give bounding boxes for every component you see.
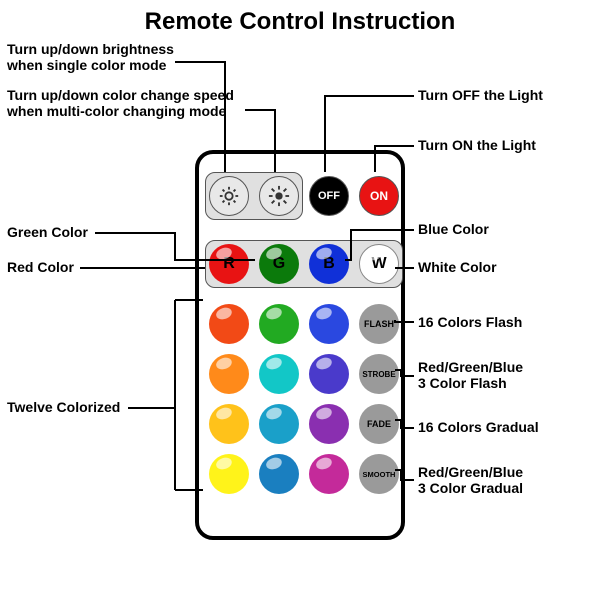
brightness-up-button[interactable] [259,176,299,216]
color-button[interactable] [259,304,299,344]
label-on: Turn ON the Light [418,138,536,154]
w-label: W [371,255,386,273]
on-label: ON [370,189,388,203]
off-button[interactable]: OFF [309,176,349,216]
label-flash: 16 Colors Flash [418,315,522,331]
color-button[interactable] [209,404,249,444]
brightness-down-button[interactable] [209,176,249,216]
red-button[interactable]: R [209,244,249,284]
row-1: OFF ON [209,176,399,216]
label-twelve: Twelve Colorized [7,400,120,416]
white-button[interactable]: W [359,244,399,284]
mode-button-strobe[interactable]: STROBE [359,354,399,394]
row-rgbw: R G B W [209,244,399,284]
label-fade: 16 Colors Gradual [418,420,539,436]
label-smooth: Red/Green/Blue 3 Color Gradual [418,465,523,496]
color-button[interactable] [309,454,349,494]
green-button[interactable]: G [259,244,299,284]
color-button[interactable] [259,454,299,494]
color-button[interactable] [259,354,299,394]
b-label: B [323,255,335,273]
brightness-up-icon [268,185,290,207]
color-button[interactable] [259,404,299,444]
mode-button-fade[interactable]: FADE [359,404,399,444]
page-title: Remote Control Instruction [0,8,600,36]
mode-button-flash[interactable]: FLASH [359,304,399,344]
color-button[interactable] [209,354,249,394]
blue-button[interactable]: B [309,244,349,284]
label-brightness: Turn up/down brightness when single colo… [7,42,174,73]
color-button[interactable] [309,304,349,344]
color-button[interactable] [209,304,249,344]
mode-button-smooth[interactable]: SMOOTH [359,454,399,494]
on-button[interactable]: ON [359,176,399,216]
label-blue: Blue Color [418,222,489,238]
color-button[interactable] [209,454,249,494]
r-label: R [223,255,235,273]
label-speed: Turn up/down color change speed when mul… [7,88,234,119]
brightness-down-icon [218,185,240,207]
off-label: OFF [318,190,340,202]
label-white: White Color [418,260,497,276]
label-off: Turn OFF the Light [418,88,543,104]
color-button[interactable] [309,404,349,444]
remote-body: OFF ON R G B W FLASH STROBE FADE SMOOTH [195,150,405,540]
label-strobe: Red/Green/Blue 3 Color Flash [418,360,523,391]
color-button[interactable] [309,354,349,394]
label-red: Red Color [7,260,74,276]
g-label: G [273,255,285,273]
label-green: Green Color [7,225,88,241]
